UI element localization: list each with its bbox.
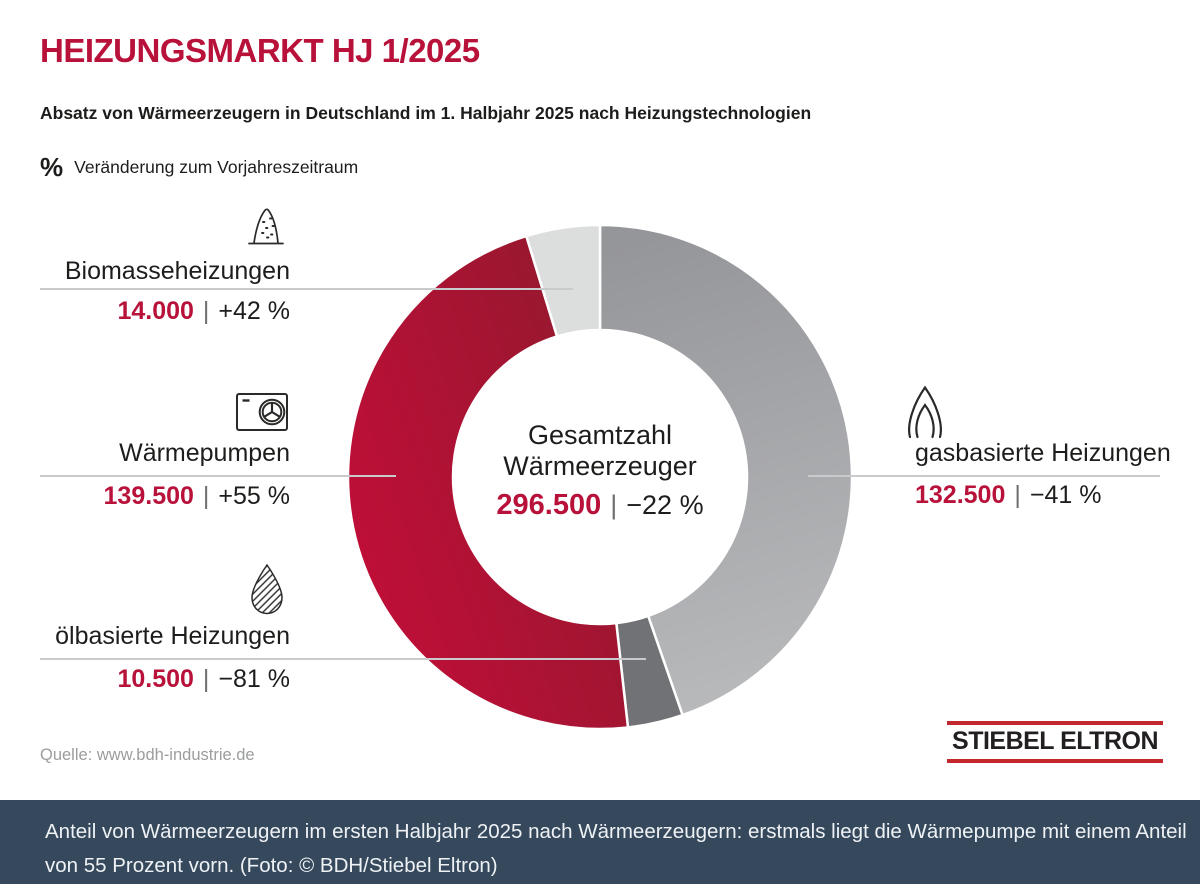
center-total-change: −22 %	[626, 490, 704, 520]
oil-drop-icon	[246, 562, 288, 618]
value-biomass: 14.000 | +42 %	[40, 297, 290, 326]
value-heat-pump: 139.500 | +55 %	[40, 482, 290, 511]
donut-segment-biomass-pile	[524, 223, 602, 338]
separator: |	[202, 665, 210, 693]
logo-top-bar	[947, 721, 1163, 725]
caption-line-2: von 55 Prozent vorn. (Foto: © BDH/Stiebe…	[45, 854, 498, 877]
change-note: % Veränderung zum Vorjahreszeitraum	[40, 152, 358, 183]
leader-line-biomass	[40, 288, 573, 290]
value-gas-number: 132.500	[915, 481, 1006, 509]
center-label-line1: Gesamtzahl	[527, 420, 673, 450]
biomass-pile-icon	[242, 203, 290, 255]
value-oil: 10.500 | −81 %	[40, 665, 290, 694]
leader-line-heat-pump	[40, 475, 396, 477]
center-total-value: 296.500 | −22 %	[450, 489, 750, 522]
page-subtitle: Absatz von Wärmeerzeugern in Deutschland…	[40, 103, 812, 123]
center-total-number: 296.500	[496, 489, 602, 521]
label-gas: gasbasierte Heizungen	[915, 439, 1171, 467]
logo-text: STIEBEL ELTRON	[952, 727, 1158, 755]
separator: |	[202, 297, 210, 325]
logo-bottom-bar	[947, 759, 1163, 763]
leader-line-gas	[808, 475, 1160, 477]
donut-chart	[340, 217, 860, 737]
center-label-line2: Wärmeerzeuger	[503, 451, 697, 481]
label-oil: ölbasierte Heizungen	[55, 622, 290, 650]
caption-bar: Anteil von Wärmeerzeugern im ersten Halb…	[0, 800, 1200, 884]
value-oil-number: 10.500	[117, 665, 194, 693]
change-note-text: Veränderung zum Vorjahreszeitraum	[74, 157, 359, 177]
value-gas-change: −41 %	[1029, 481, 1102, 509]
donut-segment-gas-flame	[598, 223, 854, 717]
label-heat-pump: Wärmepumpen	[119, 439, 290, 467]
donut-center-label: Gesamtzahl Wärmeerzeuger 296.500 | −22 %	[450, 420, 750, 522]
separator: |	[610, 490, 618, 520]
label-biomass: Biomasseheizungen	[64, 257, 290, 285]
percent-symbol: %	[40, 152, 64, 182]
separator: |	[1014, 481, 1021, 509]
value-heat-pump-number: 139.500	[103, 482, 194, 510]
value-biomass-change: +42 %	[218, 297, 290, 325]
caption-line-1: Anteil von Wärmeerzeugern im ersten Halb…	[45, 820, 1187, 843]
value-gas: 132.500 | −41 %	[915, 481, 1101, 510]
source-text: Quelle: www.bdh-industrie.de	[40, 746, 255, 764]
page-title: HEIZUNGSMARKT HJ 1/2025	[40, 32, 480, 69]
gas-flame-icon	[903, 382, 947, 440]
heat-pump-icon	[234, 389, 290, 435]
stiebel-eltron-logo: STIEBEL ELTRON	[947, 721, 1163, 763]
value-oil-change: −81 %	[218, 665, 290, 693]
value-heat-pump-change: +55 %	[218, 482, 290, 510]
separator: |	[202, 482, 210, 510]
donut-chart-svg	[346, 223, 854, 731]
value-biomass-number: 14.000	[117, 297, 194, 325]
leader-line-oil	[40, 658, 646, 660]
